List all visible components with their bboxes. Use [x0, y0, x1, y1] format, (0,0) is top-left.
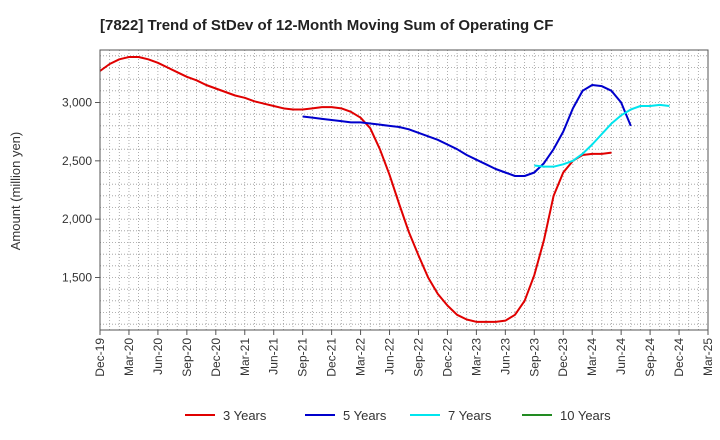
x-tick-label: Jun-23	[498, 338, 512, 375]
x-tick-label: Dec-23	[556, 338, 570, 377]
y-tick-label: 2,000	[62, 212, 92, 226]
legend-label: 3 Years	[223, 408, 267, 423]
x-tick-label: Sep-21	[296, 338, 310, 377]
y-axis-ticks: 1,500 2,000 2,500 3,000	[62, 96, 100, 285]
legend: 3 Years 5 Years 7 Years 10 Years	[185, 408, 611, 423]
y-tick-label: 3,000	[62, 96, 92, 110]
x-tick-label: Dec-24	[672, 338, 686, 377]
plot-border	[99, 49, 709, 331]
series-line-3-years	[99, 56, 612, 323]
chart-title: [7822] Trend of StDev of 12-Month Moving…	[100, 17, 553, 34]
x-tick-label: Sep-20	[180, 338, 194, 377]
x-tick-label: Sep-23	[527, 338, 541, 377]
x-tick-label: Dec-21	[325, 338, 339, 377]
x-tick-label: Mar-21	[238, 338, 252, 376]
y-tick-label: 1,500	[62, 271, 92, 285]
x-tick-label: Dec-19	[93, 338, 107, 377]
x-tick-label: Mar-20	[122, 338, 136, 376]
x-tick-label: Dec-22	[440, 338, 454, 377]
series-line-7-years	[534, 103, 670, 168]
x-tick-label: Jun-22	[383, 338, 397, 375]
legend-label: 7 Years	[448, 408, 492, 423]
x-tick-label: Mar-25	[701, 338, 715, 376]
y-tick-label: 2,500	[62, 154, 92, 168]
x-tick-label: Sep-22	[411, 338, 425, 377]
x-tick-label: Jun-24	[614, 338, 628, 375]
x-tick-label: Jun-21	[267, 338, 281, 375]
x-axis-ticks: Dec-19 Mar-20 Jun-20 Sep-20 Dec-20 Mar-21 Jun-…	[93, 330, 715, 377]
y-axis-label: Amount (million yen)	[8, 132, 23, 251]
plot-area	[100, 50, 708, 330]
legend-label: 5 Years	[343, 408, 387, 423]
series-group	[99, 56, 670, 323]
x-tick-label: Dec-20	[209, 338, 223, 377]
series-line-5-years	[302, 84, 632, 177]
x-tick-label: Sep-24	[643, 338, 657, 377]
x-tick-label: Mar-23	[469, 338, 483, 376]
x-tick-label: Mar-24	[585, 338, 599, 376]
x-tick-label: Mar-22	[354, 338, 368, 376]
legend-label: 10 Years	[560, 408, 611, 423]
x-tick-label: Jun-20	[151, 338, 165, 375]
